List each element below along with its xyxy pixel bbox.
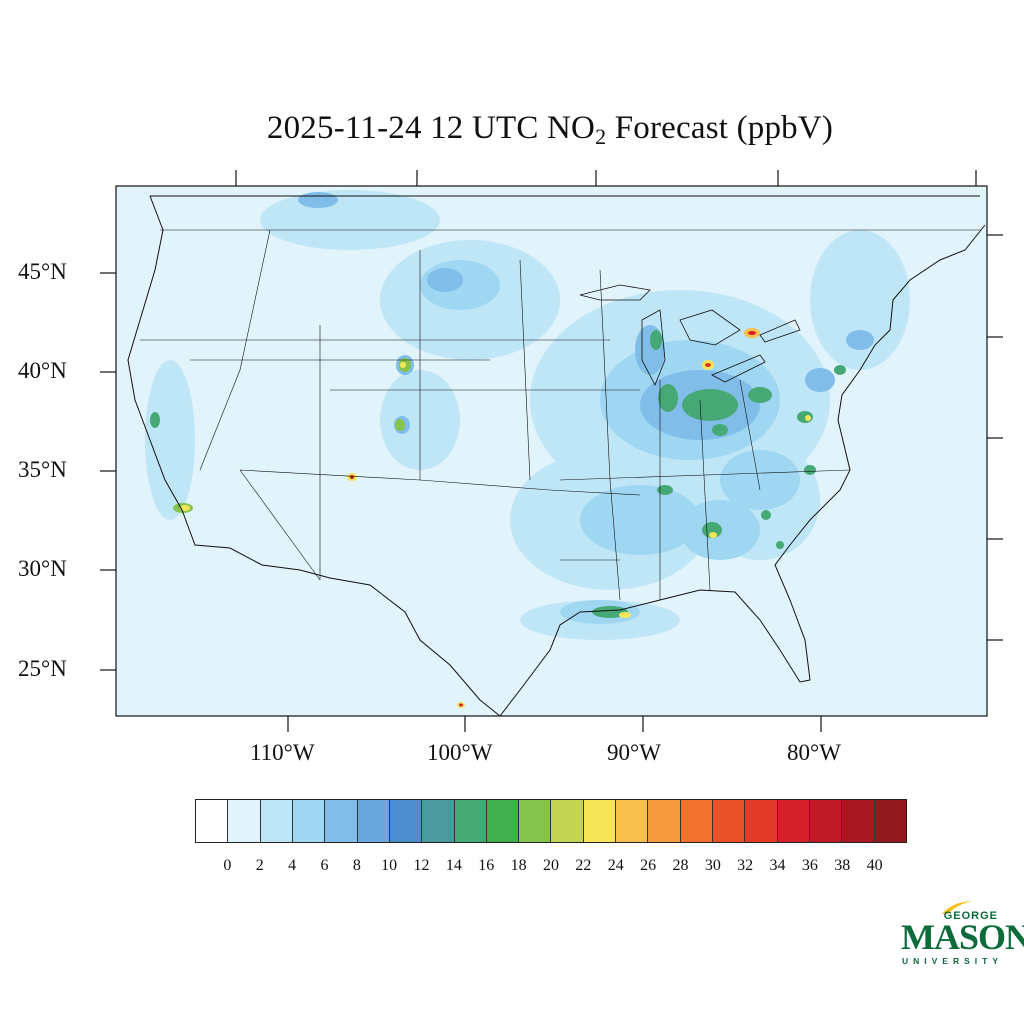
title-suffix: Forecast (ppbV) [606, 110, 834, 146]
colorbar-cell [874, 800, 906, 842]
title-prefix: 2025-11-24 12 UTC NO [266, 110, 596, 146]
colorbar-cell [292, 800, 326, 842]
lon-label-80: 80°W [787, 740, 841, 765]
colorbar-cell [680, 800, 713, 842]
colorbar-cell [648, 800, 681, 842]
coastline-outline [127, 195, 986, 717]
logo-sub-text: UNIVERSITY [902, 956, 1004, 966]
colorbar-cell [486, 800, 520, 842]
colorbar-tick-label: 34 [769, 857, 786, 874]
map-frame [115, 185, 988, 717]
colorbar-tick-label: 32 [737, 857, 754, 874]
colorbar-tick-label: 2 [255, 857, 264, 874]
colorbar-tick-label: 14 [445, 857, 462, 874]
colorbar-tick-label: 20 [543, 857, 559, 874]
lat-label-35: 35°N [18, 457, 67, 482]
colorbar [195, 799, 907, 843]
colorbar-tick-label: 10 [381, 857, 398, 874]
colorbar-cell [777, 800, 810, 842]
map-ticks [100, 170, 1003, 732]
colorbar-cell [713, 800, 746, 842]
colorbar-cell [616, 800, 649, 842]
colorbar-cell [809, 800, 843, 842]
colorbar-cell [228, 800, 261, 842]
lat-label-30: 30°N [18, 556, 67, 581]
colorbar-tick-label: 12 [413, 857, 430, 874]
colorbar-cell [519, 800, 552, 842]
colorbar-cell [551, 800, 584, 842]
colorbar-tick-label: 26 [640, 857, 657, 874]
colorbar-tick-label: 40 [866, 857, 883, 874]
colorbar-tick-label: 16 [478, 857, 495, 874]
colorbar-tick-label: 38 [834, 857, 851, 874]
colorbar-cell [583, 800, 617, 842]
colorbar-cell [422, 800, 455, 842]
colorbar-tick-label: 0 [223, 857, 232, 874]
chart-title: 2025-11-24 12 UTC NO2 Forecast (ppbV) [0, 110, 1024, 150]
lon-label-110: 110°W [250, 740, 315, 765]
colorbar-cell [842, 800, 875, 842]
logo-top-text: GEORGE [943, 910, 998, 922]
colorbar-tick-label: 8 [352, 857, 361, 874]
colorbar-tick-label: 4 [288, 857, 297, 874]
colorbar-tick-label: 18 [510, 857, 527, 874]
colorbar-tick-label: 36 [801, 857, 818, 874]
colorbar-cell [745, 800, 778, 842]
lat-label-45: 45°N [18, 259, 67, 284]
colorbar-cell [454, 800, 487, 842]
george-mason-logo: GEORGE MASON UNIVERSITY [898, 898, 1024, 968]
colorbar-cell [357, 800, 390, 842]
colorbar-tick-label: 30 [704, 857, 721, 874]
colorbar-cell [325, 800, 358, 842]
colorbar-tick-label: 6 [320, 857, 329, 874]
colorbar-tick-label: 28 [672, 857, 689, 874]
lon-label-90: 90°W [607, 740, 661, 765]
lon-label-100: 100°W [427, 740, 493, 765]
colorbar-tick-label: 22 [575, 857, 592, 874]
logo-main-text: MASON [901, 917, 1024, 957]
colorbar-cell [389, 800, 423, 842]
lat-label-40: 40°N [18, 358, 67, 383]
colorbar-cell [260, 800, 293, 842]
colorbar-cell [196, 800, 229, 842]
logo-flame-icon [942, 901, 972, 914]
colorbar-tick-label: 24 [607, 857, 624, 874]
title-subscript: 2 [595, 124, 607, 149]
lat-label-25: 25°N [18, 656, 67, 681]
